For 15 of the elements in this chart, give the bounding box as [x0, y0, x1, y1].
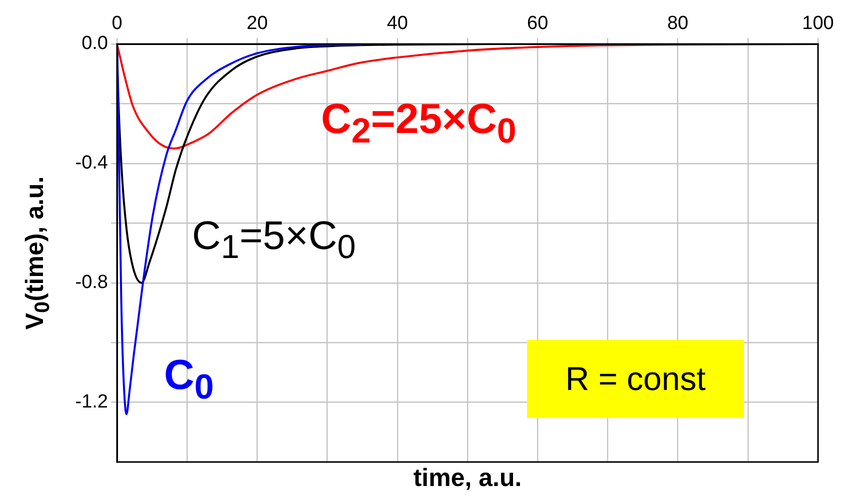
series-label: C$_{1}$=5×C$_{0}$ [192, 214, 356, 267]
x-tick-label: 60 [527, 12, 548, 34]
y-tick-label: -0.8 [75, 272, 108, 294]
x-tick-label: 0 [112, 12, 122, 34]
y-tick-label: 0.0 [82, 33, 108, 54]
x-tick-label: 20 [246, 12, 268, 34]
x-tick-label: 40 [386, 12, 408, 34]
series-label: C$_{2}$=25×C$_{0}$ [321, 95, 516, 151]
x-axis-title: time, a.u. [412, 464, 523, 493]
x-tick-label: 100 [802, 12, 834, 34]
annotation: R = const [527, 340, 744, 418]
series-label: C$_{0}$ [164, 351, 214, 407]
y-tick-label: -0.4 [75, 152, 108, 174]
y-tick-label: -1.2 [75, 392, 108, 413]
x-tick-label: 80 [667, 12, 688, 34]
